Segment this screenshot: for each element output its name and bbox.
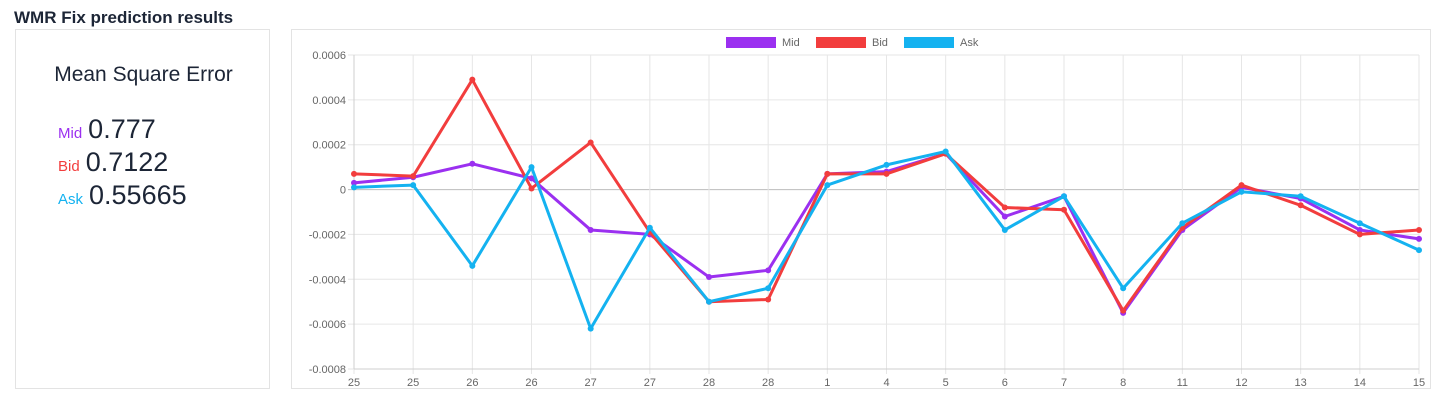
mse-value-bid: 0.7122 [85,147,169,177]
mse-panel: Mean Square Error Mid 0.777 Bid 0.7122 Ask… [15,29,270,389]
x-tick-label: 5 [943,377,949,389]
mse-row-mid: Mid 0.777 [58,114,156,145]
data-point-ask [706,298,712,305]
data-point-bid [1061,206,1067,213]
x-tick-label: 8 [1120,377,1126,389]
x-tick-label: 25 [348,377,360,389]
y-tick-label: -0.0002 [309,229,346,241]
data-point-bid [824,170,831,177]
x-tick-label: 26 [466,377,478,389]
data-point-mid [469,160,476,167]
data-point-ask [410,182,417,189]
data-point-ask [587,325,594,332]
line-chart: 0.0006 0.0004 0.0002 0 -0.0002 -0.0004 -0.0006… [309,37,1425,389]
data-point-bid [883,170,890,177]
data-point-bid [1238,182,1245,189]
data-point-bid [1416,226,1422,233]
x-tick-label: 15 [1413,377,1425,389]
data-point-ask [351,184,357,191]
data-point-bid [765,296,772,303]
data-point-bid [1001,204,1008,211]
data-point-mid [351,179,357,186]
mse-value-ask: 0.55665 [89,180,187,210]
data-point-ask [765,285,772,292]
data-point-bid [587,139,594,146]
data-point-mid [1356,226,1363,233]
data-point-ask [528,164,535,171]
data-point-bid [410,173,417,180]
data-point-mid [1416,235,1422,242]
data-point-bid [351,170,357,177]
x-tick-label: 1 [824,377,830,389]
data-point-ask [1356,220,1363,227]
legend-label-mid: Mid [782,37,800,49]
mse-row-ask: Ask 0.55665 [58,180,187,211]
mse-heading: Mean Square Error [54,63,233,86]
x-tick-label: 25 [407,377,419,389]
x-tick-label: 6 [1002,377,1008,389]
y-tick-label: -0.0008 [309,364,346,376]
y-tick-label: 0 [340,185,346,197]
x-tick-label: 11 [1177,377,1188,389]
x-tick-label: 13 [1295,377,1307,389]
data-point-mid [1001,213,1008,220]
data-point-ask [646,224,653,231]
data-point-ask [883,161,890,168]
legend-swatch-mid [726,37,776,48]
x-tick-label: 4 [883,377,889,389]
mse-label-ask: Ask [58,191,84,208]
legend-label-bid: Bid [872,37,888,49]
data-point-bid [469,76,476,83]
data-point-mid [587,226,594,233]
data-point-bid [1297,202,1304,209]
x-tick-label: 7 [1061,377,1067,389]
mse-row-bid: Bid 0.7122 [58,147,168,178]
x-tick-label: 14 [1354,377,1366,389]
data-point-ask [1120,285,1127,292]
data-point-bid [528,185,535,192]
x-tick-label: 12 [1235,377,1247,389]
data-point-ask [1238,188,1245,195]
data-point-ask [469,262,476,269]
data-point-ask [1179,220,1186,227]
x-tick-label: 27 [644,377,656,389]
x-tick-label: 27 [585,377,597,389]
mse-label-bid: Bid [58,158,80,175]
chart-panel: 0.0006 0.0004 0.0002 0 -0.0002 -0.0004 -0.0006… [291,29,1431,389]
y-tick-label: -0.0006 [309,319,346,331]
mse-value-mid: 0.777 [88,114,156,144]
data-point-mid [765,267,772,274]
data-point-ask [1297,193,1304,200]
data-point-bid [1356,231,1363,238]
page-title: WMR Fix prediction results [14,8,234,27]
data-point-ask [942,148,949,155]
data-point-mid [528,175,535,182]
y-tick-label: 0.0002 [312,140,346,152]
x-tick-label: 28 [762,377,774,389]
legend-label-ask: Ask [960,37,979,49]
data-point-ask [824,182,831,189]
y-tick-label: 0.0004 [312,95,346,107]
x-tick-label: 26 [525,377,537,389]
y-tick-label: 0.0006 [312,50,346,62]
data-point-ask [1001,226,1008,233]
data-point-ask [1416,247,1422,254]
mse-label-mid: Mid [58,125,83,142]
legend-swatch-bid [816,37,866,48]
x-tick-label: 28 [703,377,715,389]
legend-swatch-ask [904,37,954,48]
data-point-mid [706,274,712,281]
data-point-bid [1120,307,1127,314]
data-point-ask [1061,193,1067,200]
y-tick-label: -0.0004 [309,274,346,286]
